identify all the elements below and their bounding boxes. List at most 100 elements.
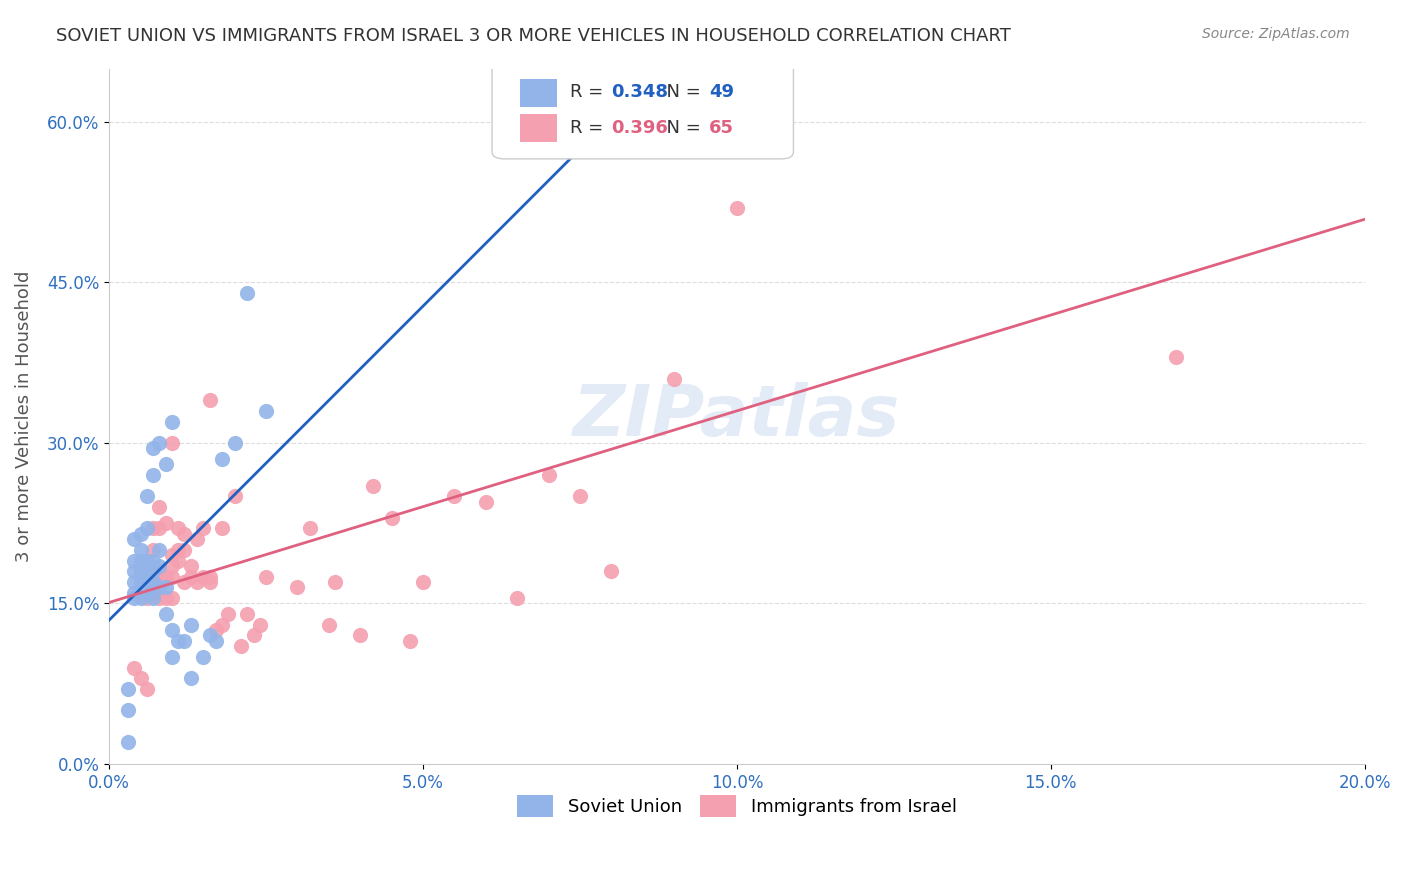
Point [142, 580, 165, 594]
Point [600, 564, 623, 578]
Text: R =: R = [569, 119, 609, 136]
Point [236, 607, 259, 621]
Point [198, 628, 221, 642]
Point [129, 564, 152, 578]
Point [148, 580, 170, 594]
Point [193, 521, 215, 535]
Legend: Soviet Union, Immigrants from Israel: Soviet Union, Immigrants from Israel [510, 788, 963, 824]
Point [198, 569, 221, 583]
Text: Source: ZipAtlas.com: Source: ZipAtlas.com [1202, 27, 1350, 41]
Point [173, 633, 195, 648]
Point [186, 532, 208, 546]
Point [148, 564, 170, 578]
Point [537, 468, 560, 483]
Point [142, 591, 165, 605]
Point [160, 548, 183, 562]
Point [205, 623, 228, 637]
Point [129, 569, 152, 583]
Point [180, 558, 202, 573]
Point [122, 553, 145, 567]
Point [224, 436, 246, 450]
Point [224, 490, 246, 504]
Point [142, 521, 165, 535]
Point [122, 532, 145, 546]
Point [361, 479, 384, 493]
Point [695, 115, 717, 129]
Point [135, 564, 157, 578]
Point [229, 639, 252, 653]
Point [160, 591, 183, 605]
Point [399, 633, 422, 648]
Point [254, 404, 277, 418]
Text: N =: N = [655, 119, 707, 136]
Point [160, 623, 183, 637]
Point [148, 500, 170, 514]
Text: N =: N = [655, 83, 707, 101]
Point [725, 201, 748, 215]
Point [242, 628, 264, 642]
Point [148, 436, 170, 450]
Point [349, 628, 371, 642]
Point [129, 553, 152, 567]
Point [117, 703, 139, 717]
FancyBboxPatch shape [492, 62, 793, 159]
Point [193, 649, 215, 664]
Point [117, 681, 139, 696]
Text: 49: 49 [709, 83, 734, 101]
Point [148, 521, 170, 535]
Point [129, 574, 152, 589]
Point [155, 580, 177, 594]
Point [443, 490, 465, 504]
Point [198, 574, 221, 589]
Point [122, 574, 145, 589]
Point [142, 542, 165, 557]
Text: 0.396: 0.396 [612, 119, 668, 136]
Point [173, 574, 195, 589]
Point [160, 569, 183, 583]
Point [381, 510, 404, 524]
Point [180, 671, 202, 685]
Point [167, 521, 190, 535]
Point [142, 442, 165, 456]
Point [160, 415, 183, 429]
Point [506, 591, 529, 605]
Point [129, 591, 152, 605]
Point [287, 580, 309, 594]
Point [167, 633, 190, 648]
Y-axis label: 3 or more Vehicles in Household: 3 or more Vehicles in Household [15, 270, 32, 562]
Point [186, 574, 208, 589]
Point [148, 558, 170, 573]
Point [129, 671, 152, 685]
Point [205, 633, 228, 648]
Point [180, 569, 202, 583]
Point [135, 585, 157, 599]
Point [122, 585, 145, 599]
Point [155, 569, 177, 583]
Point [211, 452, 233, 467]
Point [129, 542, 152, 557]
Text: 65: 65 [709, 119, 734, 136]
Point [135, 574, 157, 589]
Point [135, 490, 157, 504]
Point [217, 607, 239, 621]
Point [160, 436, 183, 450]
Point [173, 526, 195, 541]
Point [475, 494, 498, 508]
Point [142, 574, 165, 589]
Point [129, 526, 152, 541]
Point [173, 542, 195, 557]
FancyBboxPatch shape [520, 79, 557, 107]
Point [323, 574, 346, 589]
Point [318, 617, 340, 632]
Point [135, 553, 157, 567]
Point [160, 558, 183, 573]
Point [1166, 351, 1188, 365]
Point [155, 458, 177, 472]
Point [142, 564, 165, 578]
Point [122, 660, 145, 674]
Point [155, 591, 177, 605]
Point [142, 585, 165, 599]
Text: R =: R = [569, 83, 609, 101]
Point [211, 617, 233, 632]
Point [148, 574, 170, 589]
